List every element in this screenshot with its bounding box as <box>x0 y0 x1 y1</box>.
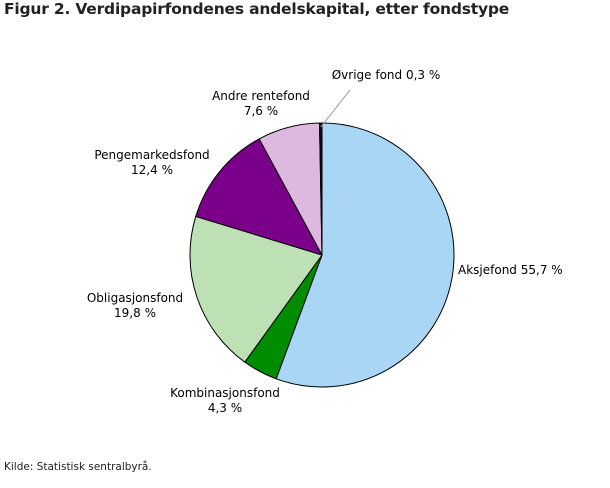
slice-label-kombinasjonsfond: Kombinasjonsfond 4,3 % <box>170 386 280 415</box>
slice-label-andre-rentefond-name: Andre rentefond <box>212 89 310 103</box>
slice-label-pengemarkedsfond: Pengemarkedsfond 12,4 % <box>94 148 209 177</box>
slice-label-aksjefond-text: Aksjefond 55,7 % <box>458 263 563 277</box>
pie-slice-ovrige-fond <box>319 122 323 256</box>
slice-label-kombinasjonsfond-value: 4,3 % <box>208 401 242 415</box>
slice-label-ovrige-fond: Øvrige fond 0,3 % <box>332 68 441 82</box>
leader-lines <box>320 89 351 128</box>
slice-label-obligasjonsfond: Obligasjonsfond 19,8 % <box>87 291 183 320</box>
slice-label-andre-rentefond: Andre rentefond 7,6 % <box>212 89 310 118</box>
pie-slice-obligasjonsfond <box>189 215 323 363</box>
slice-label-pengemarkedsfond-name: Pengemarkedsfond <box>94 148 209 162</box>
chart-title: Figur 2. Verdipapirfondenes andelskapita… <box>4 0 510 18</box>
slice-label-kombinasjonsfond-name: Kombinasjonsfond <box>170 386 280 400</box>
pie-slice-aksjefond <box>275 122 455 388</box>
slice-label-ovrige-fond-text: Øvrige fond 0,3 % <box>332 68 441 82</box>
leader-line-ovrige-fond <box>320 89 351 128</box>
pie-slices <box>189 122 455 388</box>
slice-label-obligasjonsfond-value: 19,8 % <box>114 306 156 320</box>
pie-slice-pengemarkedsfond <box>195 138 323 256</box>
slice-label-obligasjonsfond-name: Obligasjonsfond <box>87 291 183 305</box>
slice-label-aksjefond: Aksjefond 55,7 % <box>458 263 563 277</box>
slice-label-andre-rentefond-value: 7,6 % <box>244 104 278 118</box>
slice-label-pengemarkedsfond-value: 12,4 % <box>131 163 173 177</box>
source-note: Kilde: Statistisk sentralbyrå. <box>4 461 152 473</box>
